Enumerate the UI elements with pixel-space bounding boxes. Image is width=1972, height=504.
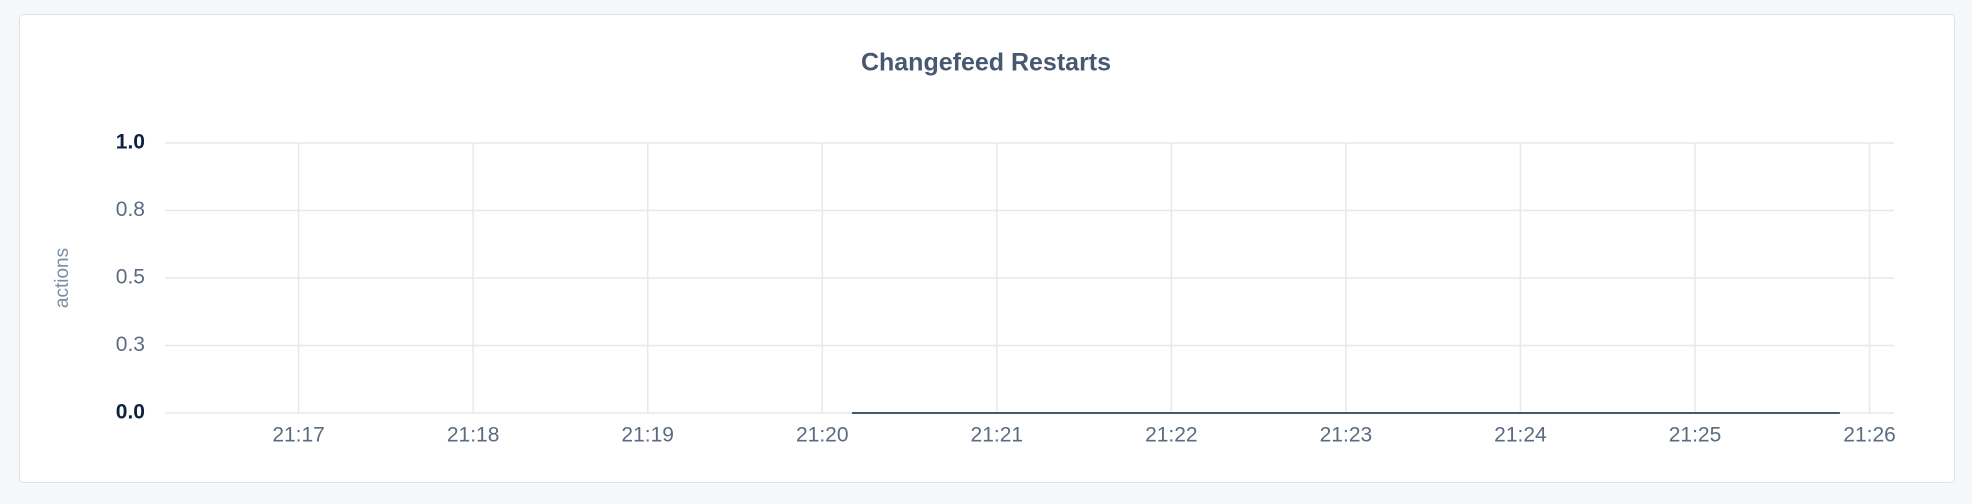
x-tick-label: 21:23 <box>1320 424 1373 447</box>
y-tick-label: 0.5 <box>116 266 145 289</box>
y-tick-label: 0.0 <box>116 401 145 424</box>
chart-title: Changefeed Restarts <box>861 49 1111 77</box>
x-tick-label: 21:21 <box>971 424 1024 447</box>
x-tick-label: 21:24 <box>1494 424 1547 447</box>
chart-card <box>19 14 1955 483</box>
y-tick-label: 0.8 <box>116 198 145 221</box>
y-axis-label: actions <box>52 248 73 308</box>
y-tick-label: 1.0 <box>116 131 145 154</box>
x-tick-label: 21:17 <box>272 424 325 447</box>
x-tick-label: 21:18 <box>447 424 500 447</box>
x-tick-label: 21:19 <box>621 424 674 447</box>
y-tick-label: 0.3 <box>116 333 145 356</box>
x-tick-label: 21:22 <box>1145 424 1198 447</box>
x-tick-label: 21:20 <box>796 424 849 447</box>
x-tick-label: 21:25 <box>1669 424 1722 447</box>
x-tick-label: 21:26 <box>1843 424 1896 447</box>
